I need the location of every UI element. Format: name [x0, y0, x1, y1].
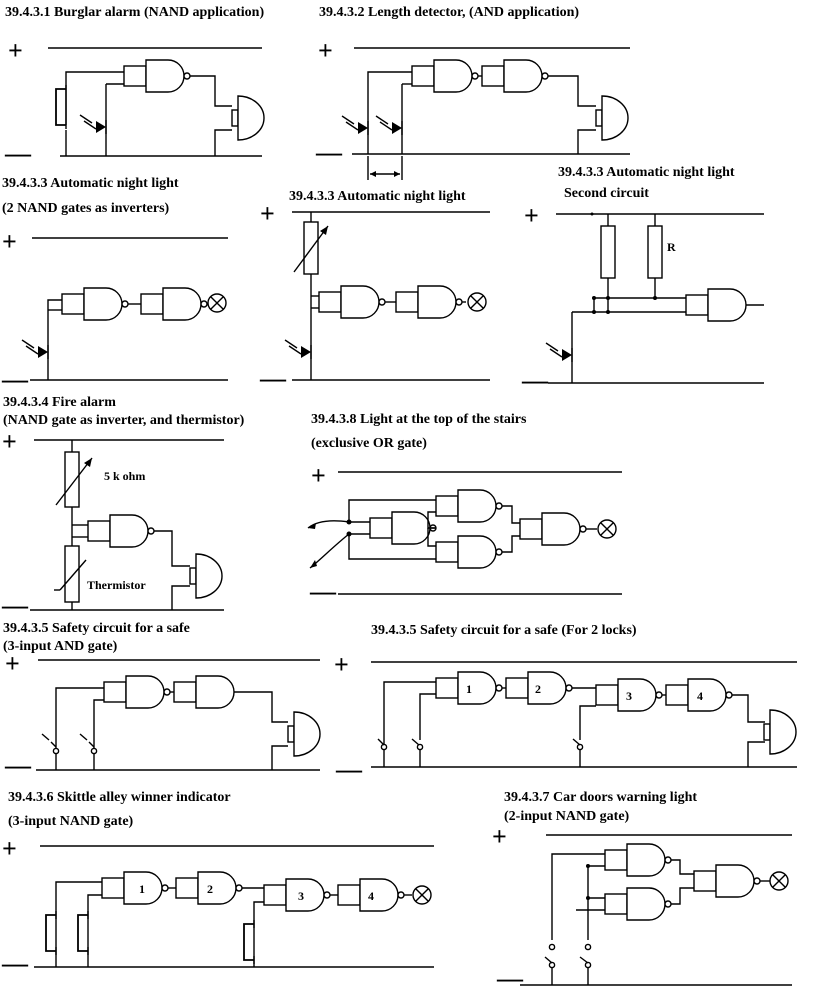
night-light-2-title: 39.4.3.3 Automatic night light: [289, 189, 466, 204]
plus-sign: +: [334, 650, 349, 679]
gate-label-2: 2: [535, 682, 541, 696]
minus-sign: —: [1, 949, 29, 978]
safe-1-title: 39.4.3.5 Safety circuit for a safe: [3, 621, 190, 636]
minus-sign: —: [309, 577, 337, 606]
plus-sign: +: [5, 649, 20, 678]
plus-sign: +: [2, 834, 17, 863]
safe-1-subtitle: (3-input AND gate): [3, 639, 118, 654]
minus-sign: —: [1, 365, 29, 394]
minus-sign: —: [496, 964, 524, 992]
night-light-3-title: 39.4.3.3 Automatic night light: [558, 165, 735, 180]
gate-label-1: 1: [139, 882, 145, 896]
fire-alarm-title: 39.4.3.4 Fire alarm: [3, 395, 116, 410]
gate-label-3: 3: [626, 689, 632, 703]
switch-2: [79, 733, 98, 770]
plus-sign: +: [8, 36, 23, 65]
plus-sign: +: [524, 201, 539, 230]
stairs-light-subtitle: (exclusive OR gate): [311, 436, 427, 451]
night-light-1-title: 39.4.3.3 Automatic night light: [2, 176, 179, 191]
minus-sign: —: [4, 751, 32, 780]
skittle-subtitle: (3-input NAND gate): [8, 814, 134, 829]
gate-label-1: 1: [466, 682, 472, 696]
door-switch-2: [579, 943, 592, 985]
gate-label-4: 4: [697, 689, 703, 703]
plus-sign: +: [2, 227, 17, 256]
minus-sign: —: [335, 755, 363, 784]
switch-a: [377, 738, 388, 767]
plus-sign: +: [318, 36, 333, 65]
night-light-1-subtitle: (2 NAND gates as inverters): [2, 201, 170, 216]
car-doors-title: 39.4.3.7 Car doors warning light: [504, 790, 697, 805]
plus-sign: +: [492, 822, 507, 851]
switch-1: [41, 733, 60, 770]
minus-sign: —: [315, 138, 343, 167]
minus-sign: —: [521, 366, 549, 395]
burglar-alarm-title: 39.4.3.1 Burglar alarm (NAND application…: [5, 5, 264, 20]
car-doors-circuit: [520, 834, 792, 986]
gate-label-3: 3: [298, 889, 304, 903]
night-light-3-circuit: R: [545, 212, 764, 384]
night-light-1-circuit: [21, 237, 228, 381]
night-light-3-subtitle: Second circuit: [564, 186, 649, 201]
plus-sign: +: [2, 427, 17, 456]
burglar-alarm-circuit: [48, 47, 265, 157]
safe-2-title: 39.4.3.5 Safety circuit for a safe (For …: [371, 623, 637, 638]
switch-c: [572, 738, 584, 767]
length-detector-title: 39.4.3.2 Length detector, (AND applicati…: [319, 5, 579, 20]
minus-sign: —: [1, 591, 29, 620]
length-detector-circuit: [341, 47, 630, 180]
gate-label-2: 2: [207, 882, 213, 896]
supply-signs: + — + — + — + — + — + — + — + — + — + — …: [1, 36, 549, 992]
stairs-light-circuit: [307, 471, 622, 595]
fire-alarm-subtitle: (NAND gate as inverter, and thermistor): [3, 413, 245, 428]
night-light-2-circuit: [284, 211, 490, 381]
minus-sign: —: [259, 364, 287, 393]
five-k-ohm-label: 5 k ohm: [104, 469, 145, 483]
plus-sign: +: [311, 461, 326, 490]
thermistor-label: Thermistor: [87, 578, 146, 592]
plus-sign: +: [260, 199, 275, 228]
skittle-title: 39.4.3.6 Skittle alley winner indicator: [8, 790, 231, 805]
car-doors-subtitle: (2-input NAND gate): [504, 809, 630, 824]
gate-label-4: 4: [368, 889, 374, 903]
skittle-circuit: 1 2 3 4: [34, 845, 434, 968]
door-switch-1: [544, 943, 556, 985]
fire-alarm-circuit: 5 k ohm Thermistor: [30, 439, 224, 611]
safe-2-circuit: 1 2 3 4: [371, 661, 797, 768]
minus-sign: —: [4, 139, 32, 168]
resistor-r-label: R: [667, 240, 676, 254]
safe-1-circuit: [36, 659, 321, 771]
switch-b: [411, 738, 424, 767]
stairs-light-title: 39.4.3.8 Light at the top of the stairs: [311, 412, 527, 427]
